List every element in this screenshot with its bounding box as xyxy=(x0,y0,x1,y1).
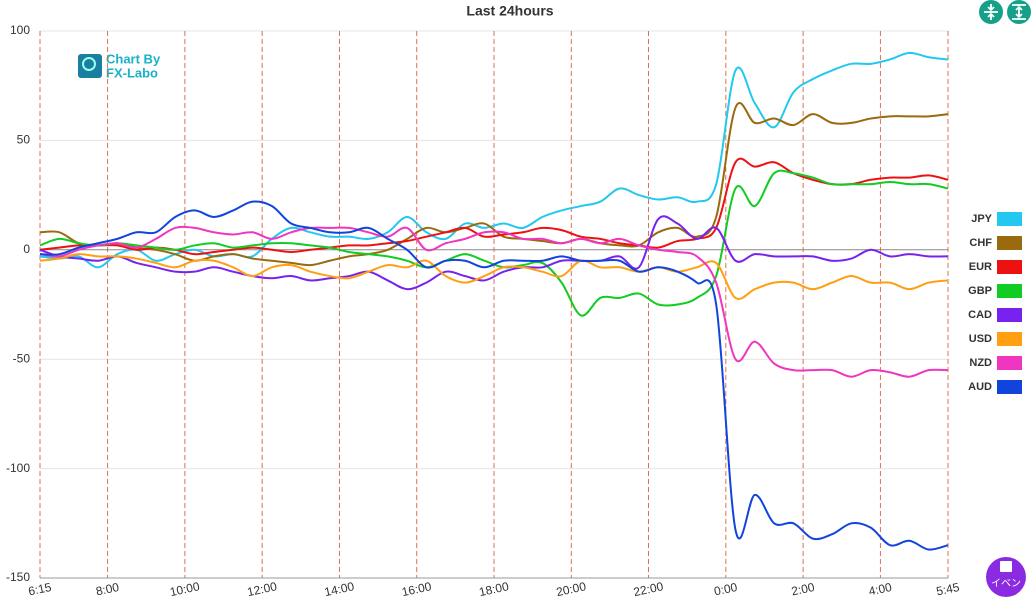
toolbar xyxy=(979,0,1031,24)
watermark-text: FX-Labo xyxy=(106,65,158,80)
legend-label: USD xyxy=(969,333,992,345)
watermark-icon xyxy=(82,57,96,71)
y-tick-label: -50 xyxy=(13,351,31,365)
expand-icon xyxy=(1012,4,1026,20)
x-tick-label: 10:00 xyxy=(169,579,202,599)
legend-swatch xyxy=(997,284,1022,298)
x-tick-label: 2:00 xyxy=(790,580,816,599)
legend-swatch xyxy=(997,308,1022,322)
compress-icon xyxy=(984,4,998,20)
x-tick-label: 0:00 xyxy=(713,580,739,599)
y-tick-label: -150 xyxy=(6,570,30,584)
x-tick-label: 12:00 xyxy=(246,579,279,599)
legend-swatch xyxy=(997,380,1022,394)
event-button[interactable]: イベン xyxy=(986,557,1026,597)
event-icon xyxy=(1000,561,1012,572)
event-button-label[interactable]: イベン xyxy=(991,578,1021,590)
legend-swatch xyxy=(997,212,1022,226)
series-line xyxy=(39,51,949,269)
legend-label: EUR xyxy=(969,261,992,273)
legend-label: AUD xyxy=(968,381,992,393)
watermark-text: Chart By xyxy=(106,51,161,66)
x-tick-label: 4:00 xyxy=(867,580,893,599)
legend-label: GBP xyxy=(968,285,992,297)
x-tick-label: 8:00 xyxy=(95,580,121,599)
series-line xyxy=(39,253,949,300)
x-tick-label: 14:00 xyxy=(323,579,356,599)
series-line xyxy=(39,169,949,317)
event-button-bg[interactable] xyxy=(986,557,1026,597)
y-tick-label: 100 xyxy=(10,23,30,37)
legend-label: NZD xyxy=(969,357,992,369)
legend-swatch xyxy=(997,356,1022,370)
legend-label: CHF xyxy=(969,237,992,249)
y-tick-label: 50 xyxy=(17,133,31,147)
legend-label: CAD xyxy=(968,309,992,321)
legend-swatch xyxy=(997,332,1022,346)
y-tick-label: 0 xyxy=(23,242,30,256)
series-line xyxy=(39,200,949,551)
x-tick-label: 6:15 xyxy=(27,580,53,599)
series-line xyxy=(39,225,949,378)
x-tick-label: 22:00 xyxy=(632,579,665,599)
x-tick-label: 16:00 xyxy=(400,579,433,599)
x-tick-label: 18:00 xyxy=(478,579,511,599)
x-tick-label: 20:00 xyxy=(555,579,588,599)
legend-swatch xyxy=(997,236,1022,250)
chart-title: Last 24hours xyxy=(466,3,553,19)
legend-swatch xyxy=(997,260,1022,274)
watermark: Chart By FX-Labo xyxy=(78,51,161,80)
series-line xyxy=(39,215,949,291)
grid xyxy=(39,30,949,579)
x-tick-label: 5:45 xyxy=(935,580,961,599)
legend-label: JPY xyxy=(971,213,992,225)
y-tick-label: -100 xyxy=(6,461,30,475)
